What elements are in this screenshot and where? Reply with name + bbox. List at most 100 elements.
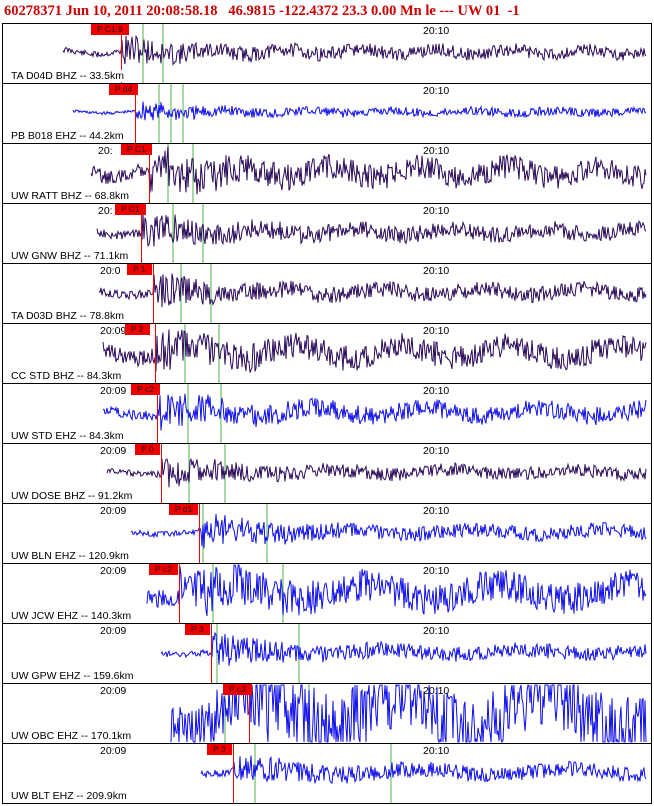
seismogram-panel: 20: 20:10 P C1 UW GNW BHZ -- 71.1km xyxy=(2,203,652,264)
time-label-right: 20:10 xyxy=(423,325,450,337)
pick-line xyxy=(153,264,154,323)
pick-line xyxy=(121,24,122,83)
seismogram-panel: 20:09 20:10 P 2 CC STD BHZ -- 84.3km xyxy=(2,323,652,384)
pick-flag[interactable]: P d1 xyxy=(169,504,199,515)
station-label: UW GNW BHZ -- 71.1km xyxy=(11,250,129,262)
seismogram-panel: 20: 20:10 P C1 UW RATT BHZ -- 68.8km xyxy=(2,143,652,204)
waveform-trace xyxy=(62,24,647,83)
waveform-trace xyxy=(102,384,647,443)
pick-flag[interactable]: P d4 xyxy=(109,84,139,95)
waveform-trace xyxy=(106,444,647,503)
pick-flag[interactable]: P c3 xyxy=(223,684,252,695)
pick-flag[interactable]: P 3 xyxy=(185,624,210,635)
seismogram-panel: 20:09 20:10 P c2 UW JCW EHZ -- 140.3km xyxy=(2,563,652,624)
station-label: UW RATT BHZ -- 68.8km xyxy=(11,190,130,202)
time-label-right: 20:10 xyxy=(423,85,450,97)
time-label-left: 20: xyxy=(98,145,113,157)
pick-flag[interactable]: P 0 xyxy=(135,444,160,455)
station-label: UW DOSE BHZ -- 91.2km xyxy=(11,490,133,502)
station-label: UW JCW EHZ -- 140.3km xyxy=(11,610,132,622)
pick-line xyxy=(155,324,156,383)
seismogram-panel: 20:09 20:10 P d1 UW BLN EHZ -- 120.9km xyxy=(2,503,652,564)
time-label-right: 20:10 xyxy=(423,685,450,697)
time-label-left: 20:09 xyxy=(100,385,127,397)
time-label-right: 20:10 xyxy=(423,445,450,457)
time-label-right: 20:10 xyxy=(423,625,450,637)
station-label: UW GPW EHZ -- 159.6km xyxy=(11,670,134,682)
station-label: TA D03D BHZ -- 78.8km xyxy=(11,310,124,322)
event-header: 60278371 Jun 10, 2011 20:08:58.18 46.981… xyxy=(4,3,520,19)
waveform-line xyxy=(200,755,647,785)
seismogram-panel: 20:09 20:10 P 3 UW BLT EHZ -- 209.9km xyxy=(2,743,652,804)
station-label: UW BLT EHZ -- 209.9km xyxy=(11,790,127,802)
waveform-trace xyxy=(146,564,647,623)
time-label-right: 20:10 xyxy=(423,265,450,277)
pick-flag[interactable]: P 2 xyxy=(125,324,150,335)
waveform-line xyxy=(72,101,647,121)
seismogram-panel: 20:0 20:10 P 1 TA D03D BHZ -- 78.8km xyxy=(2,263,652,324)
waveform-trace xyxy=(72,84,647,143)
pick-line xyxy=(135,84,136,143)
station-label: PB B018 EHZ -- 44.2km xyxy=(11,130,124,142)
waveform-line xyxy=(146,564,647,616)
station-label: UW STD EHZ -- 84.3km xyxy=(11,430,124,442)
waveform-line xyxy=(102,393,647,431)
time-label-right: 20:10 xyxy=(423,745,450,757)
time-label-right: 20:10 xyxy=(423,505,450,517)
pick-line xyxy=(141,204,142,263)
waveform-trace xyxy=(102,324,647,383)
waveform-line xyxy=(106,457,647,488)
pick-line xyxy=(233,744,234,803)
pick-line xyxy=(211,624,212,683)
waveform-line xyxy=(62,35,647,66)
time-label-left: 20:09 xyxy=(100,505,127,517)
station-label: UW OBC EHZ -- 170.1km xyxy=(11,730,132,742)
waveform-line xyxy=(102,329,647,373)
time-label-left: 20: xyxy=(98,205,113,217)
seismogram-panel: 20:10 P d4 PB B018 EHZ -- 44.2km xyxy=(2,83,652,144)
seismogram-panel: 20:09 20:10 P 3 UW GPW EHZ -- 159.6km xyxy=(2,623,652,684)
pick-flag[interactable]: P 1 xyxy=(127,264,152,275)
pick-line xyxy=(161,444,162,503)
time-label-left: 20:09 xyxy=(100,565,127,577)
waveform-trace xyxy=(200,744,647,803)
station-label: UW BLN EHZ -- 120.9km xyxy=(11,550,129,562)
pick-flag[interactable]: P C1.9 xyxy=(91,24,129,35)
time-label-right: 20:10 xyxy=(423,205,450,217)
waveform-line xyxy=(130,514,647,549)
waveform-trace xyxy=(98,264,647,323)
waveform-line xyxy=(98,273,647,308)
pick-flag[interactable]: P 3 xyxy=(207,744,232,755)
time-label-left: 20:09 xyxy=(100,625,127,637)
time-label-right: 20:10 xyxy=(423,385,450,397)
time-label-left: 20:09 xyxy=(100,745,127,757)
pick-line xyxy=(179,564,180,623)
waveform-line xyxy=(160,632,647,666)
waveform-trace xyxy=(96,204,647,263)
pick-flag[interactable]: P c2 xyxy=(131,384,160,395)
pick-line xyxy=(199,504,200,563)
time-label-right: 20:10 xyxy=(423,145,450,157)
time-label-left: 20:0 xyxy=(100,265,121,277)
pick-flag[interactable]: P c2 xyxy=(149,564,178,575)
time-label-left: 20:09 xyxy=(100,445,127,457)
seismogram-panels: 20:10 P C1.9 TA D04D BHZ -- 33.5km 20:10 P d… xyxy=(0,23,654,806)
pick-line xyxy=(249,684,250,743)
waveform-trace xyxy=(90,144,647,203)
seismogram-panel: 20:10 P C1.9 TA D04D BHZ -- 33.5km xyxy=(2,23,652,84)
time-label-right: 20:10 xyxy=(423,565,450,577)
waveform-line xyxy=(96,213,647,247)
time-label-left: 20:09 xyxy=(100,685,127,697)
time-label-right: 20:10 xyxy=(423,25,450,37)
waveform-trace xyxy=(130,504,647,563)
waveform-trace xyxy=(160,624,647,683)
station-label: CC STD BHZ -- 84.3km xyxy=(11,370,122,382)
station-label: TA D04D BHZ -- 33.5km xyxy=(11,70,124,82)
pick-flag[interactable]: P C1 xyxy=(115,204,146,215)
pick-line xyxy=(149,144,150,203)
seismogram-panel: 20:09 20:10 P c3 UW OBC EHZ -- 170.1km xyxy=(2,683,652,744)
waveform-line xyxy=(90,146,647,195)
pick-flag[interactable]: P C1 xyxy=(121,144,152,155)
time-label-left: 20:09 xyxy=(100,325,127,337)
seismogram-panel: 20:09 20:10 P c2 UW STD EHZ -- 84.3km xyxy=(2,383,652,444)
